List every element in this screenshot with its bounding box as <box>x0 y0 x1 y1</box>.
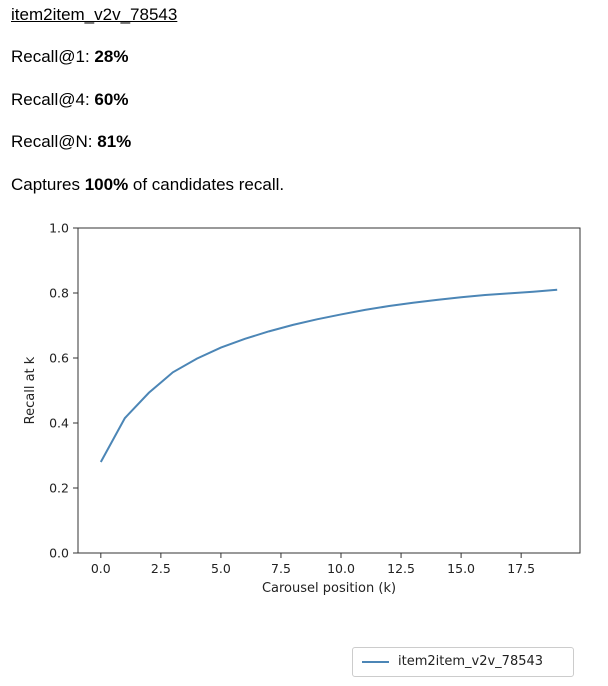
y-tick-label: 1.0 <box>49 221 69 236</box>
y-axis-label: Recall at k <box>23 356 38 424</box>
x-tick-label: 15.0 <box>447 561 475 576</box>
recall-at-n-line: Recall@N: 81% <box>11 131 131 153</box>
plot-frame <box>77 227 581 554</box>
captures-value: 100% <box>84 175 129 194</box>
recall-at-1-label: Recall@1: <box>11 47 95 66</box>
series-line <box>99 288 558 463</box>
x-tick-label: 17.5 <box>507 561 535 576</box>
y-tick-label: 0.2 <box>49 481 69 496</box>
recall-chart-svg: 0.0 0.2 0.4 0.6 0.8 1.0 0.0 2.5 5.0 7.5 10.0 12.5 1… <box>23 221 581 596</box>
recall-at-4-label: Recall@4: <box>11 90 95 109</box>
recall-at-1-value: 28% <box>94 47 129 66</box>
recall-at-n-value: 81% <box>97 132 132 151</box>
legend-line-swatch <box>362 661 389 663</box>
report-title-link[interactable]: item2item_v2v_78543 <box>11 5 178 24</box>
y-tick-label: 0.6 <box>49 351 69 366</box>
captures-suffix: of candidates recall. <box>128 175 285 194</box>
x-tick-label: 12.5 <box>387 561 415 576</box>
x-tick-label: 0.0 <box>91 561 111 576</box>
recall-chart: 0.0 0.2 0.4 0.6 0.8 1.0 0.0 2.5 5.0 7.5 10.0 12.5 1… <box>0 210 608 610</box>
recall-at-4-line: Recall@4: 60% <box>11 89 128 111</box>
x-tick-label: 2.5 <box>151 561 171 576</box>
x-tick-label: 7.5 <box>271 561 291 576</box>
y-tick-label: 0.0 <box>49 546 69 561</box>
recall-at-n-label: Recall@N: <box>11 132 98 151</box>
x-axis: 0.0 2.5 5.0 7.5 10.0 12.5 15.0 17.5 <box>91 553 535 576</box>
legend-entry-label: item2item_v2v_78543 <box>398 654 544 669</box>
y-tick-label: 0.8 <box>49 286 69 301</box>
x-tick-label: 5.0 <box>211 561 231 576</box>
recall-at-4-value: 60% <box>94 90 129 109</box>
y-tick-label: 0.4 <box>49 416 69 431</box>
x-tick-label: 10.0 <box>327 561 355 576</box>
captures-line: Captures 100% of candidates recall. <box>11 174 284 196</box>
y-axis: 0.0 0.2 0.4 0.6 0.8 1.0 <box>49 221 78 561</box>
captures-label: Captures <box>11 175 85 194</box>
x-axis-label: Carousel position (k) <box>262 581 396 596</box>
chart-legend: item2item_v2v_78543 <box>352 647 574 677</box>
recall-report: item2item_v2v_78543 Recall@1: 28% Recall… <box>11 0 601 194</box>
recall-at-1-line: Recall@1: 28% <box>11 46 128 68</box>
